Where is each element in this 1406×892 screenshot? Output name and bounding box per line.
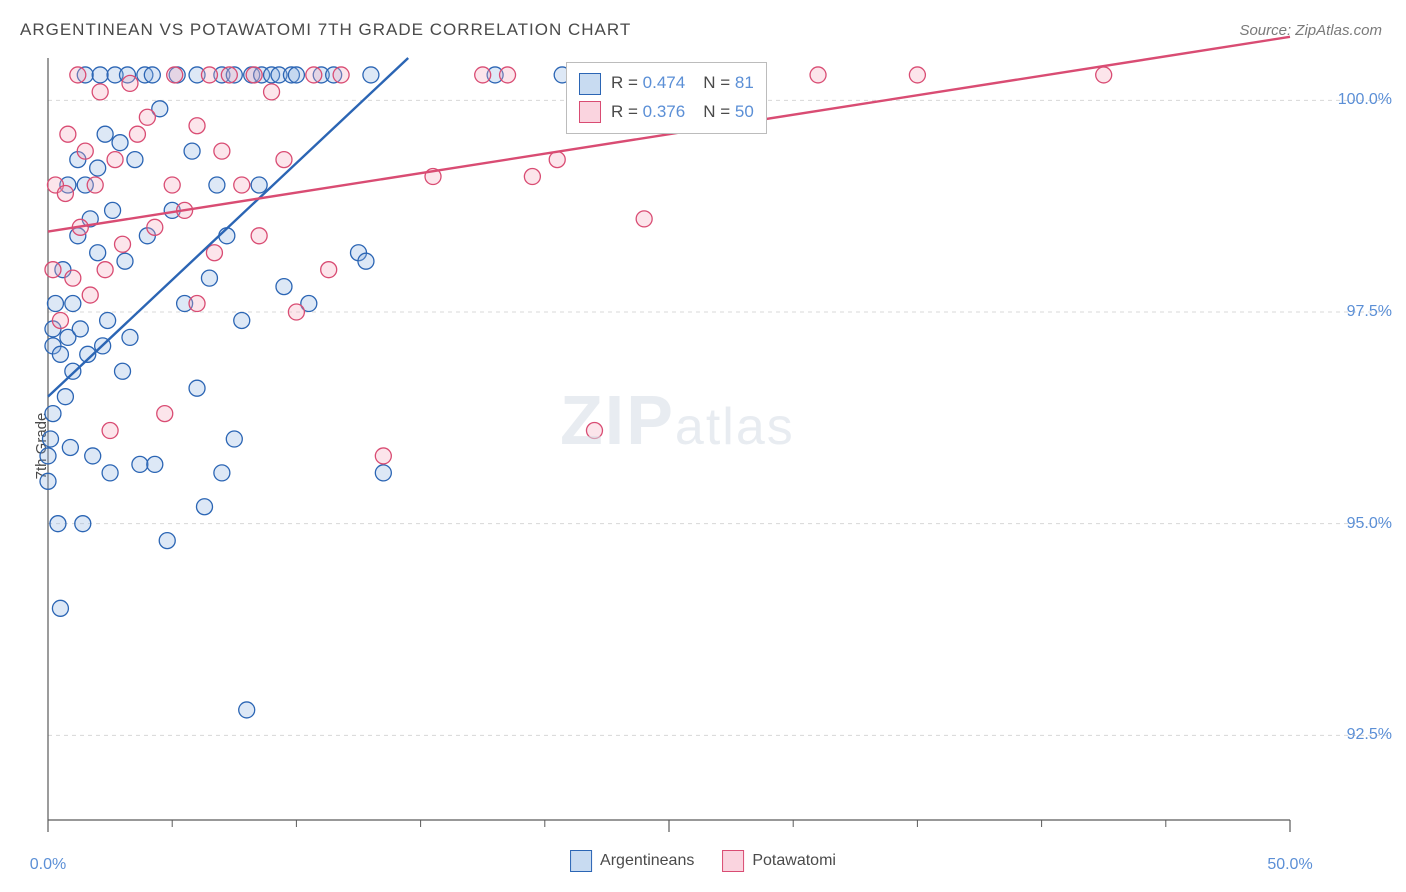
legend-label: Argentineans <box>600 852 694 869</box>
series-swatch <box>579 101 601 123</box>
correlation-stats-box: R = 0.474N = 81R = 0.376N = 50 <box>566 62 767 134</box>
correlation-scatter-chart <box>0 0 1406 892</box>
legend-swatch <box>722 850 744 872</box>
y-tick-label: 95.0% <box>1347 515 1392 533</box>
y-tick-label: 100.0% <box>1338 91 1392 109</box>
series-swatch <box>579 73 601 95</box>
stats-row: R = 0.376N = 50 <box>579 98 754 127</box>
y-tick-label: 92.5% <box>1347 726 1392 744</box>
legend-label: Potawatomi <box>752 852 836 869</box>
stats-row: R = 0.474N = 81 <box>579 69 754 98</box>
legend-item: Potawatomi <box>722 850 836 872</box>
x-tick-label: 0.0% <box>30 856 66 874</box>
y-tick-label: 97.5% <box>1347 303 1392 321</box>
legend: Argentineans Potawatomi <box>570 850 836 872</box>
x-tick-label: 50.0% <box>1267 856 1312 874</box>
legend-swatch <box>570 850 592 872</box>
legend-item: Argentineans <box>570 850 694 872</box>
